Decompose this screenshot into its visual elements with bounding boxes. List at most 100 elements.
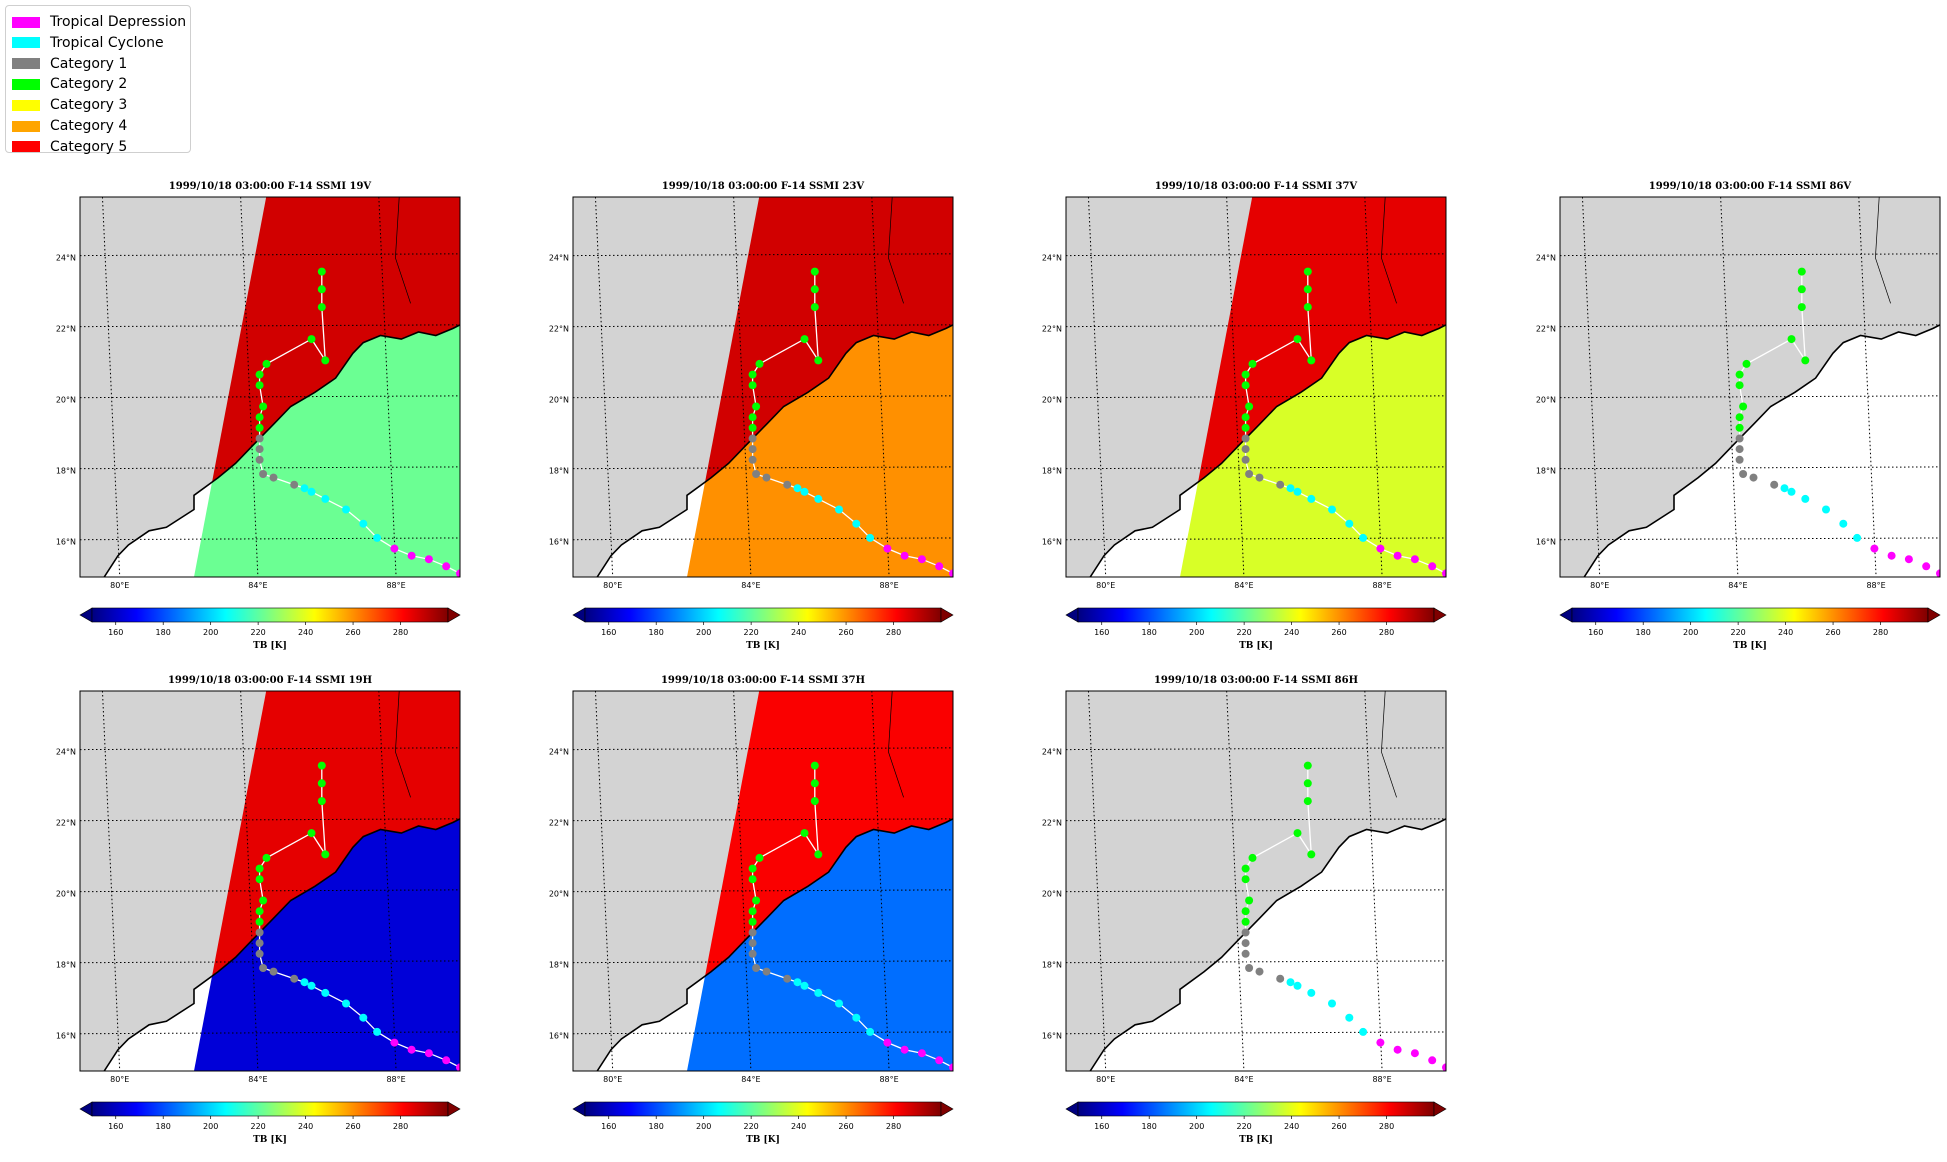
- swath: [687, 691, 953, 1071]
- colorbar-max-arrow: [940, 607, 954, 623]
- track-point: [1303, 761, 1312, 770]
- track-point: [883, 544, 892, 553]
- y-tick-label: 16°N: [549, 537, 569, 546]
- track-point: [255, 875, 264, 884]
- x-tick-label: 80°E: [603, 581, 622, 590]
- x-tick-label: 80°E: [603, 1075, 622, 1084]
- y-tick-label: 18°N: [1536, 466, 1556, 475]
- track-point: [259, 470, 268, 478]
- track-point: [259, 402, 268, 411]
- track-point: [1245, 402, 1254, 411]
- legend-item: Category 3: [12, 95, 127, 115]
- border-line: [1381, 197, 1397, 304]
- colorbar-max-arrow: [1927, 607, 1941, 623]
- meridian-line: [1581, 197, 1601, 577]
- parallel-line: [80, 818, 460, 822]
- track-point: [317, 779, 326, 788]
- swath-ocean: [194, 324, 460, 577]
- track-point: [835, 999, 843, 1008]
- colorbar-gradient: [584, 607, 942, 623]
- parallel-line: [1066, 747, 1446, 751]
- track-point: [1303, 267, 1312, 276]
- colorbar-tick-label: 260: [1331, 1122, 1346, 1131]
- parallel-line: [1066, 1031, 1446, 1035]
- track-point: [307, 981, 316, 990]
- land-mass: [1066, 691, 1446, 1071]
- y-tick-label: 24°N: [549, 747, 569, 756]
- track-point: [307, 829, 316, 838]
- track-point: [814, 356, 823, 365]
- x-tick-label: 80°E: [1590, 581, 1609, 590]
- colorbar: 160 180 200 220 240 260 280 TB [K]: [79, 1101, 461, 1145]
- parallel-line: [1066, 960, 1446, 964]
- parallel-line: [80, 324, 460, 328]
- x-tick-label: 88°E: [1372, 1075, 1391, 1084]
- track-point: [300, 978, 309, 987]
- colorbar-label: TB [K]: [746, 641, 780, 651]
- meridian-line: [101, 197, 121, 577]
- colorbar-tick-label: 180: [649, 1122, 664, 1131]
- y-tick-label: 24°N: [56, 747, 76, 756]
- track-point: [783, 974, 792, 983]
- x-tick-label: 84°E: [741, 581, 760, 590]
- colorbar-tick-label: 280: [1379, 628, 1394, 637]
- colorbar: 160 180 200 220 240 260 280 TB [K]: [572, 607, 954, 651]
- swath-land: [194, 691, 460, 1071]
- track-point: [255, 864, 264, 873]
- track-point: [1797, 267, 1806, 276]
- y-tick-label: 18°N: [549, 960, 569, 969]
- parallel-line: [573, 466, 953, 470]
- track-point: [1739, 470, 1748, 478]
- border-line: [888, 691, 904, 798]
- meridian-line: [733, 197, 752, 577]
- colorbar-max-arrow: [447, 1101, 461, 1117]
- colorbar-gradient: [1571, 607, 1929, 623]
- track-point: [1303, 285, 1312, 294]
- track-point: [1797, 285, 1806, 294]
- legend-item: Category 5: [12, 137, 127, 157]
- legend-swatch: [12, 78, 40, 90]
- track-point: [1241, 370, 1250, 379]
- track-point: [866, 1027, 875, 1036]
- x-tick-label: 80°E: [1096, 581, 1115, 590]
- colorbar: 160 180 200 220 240 260 280 TB [K]: [1065, 1101, 1447, 1145]
- track-point: [748, 381, 757, 390]
- track-point: [1780, 484, 1789, 493]
- meridian-line: [1720, 197, 1739, 577]
- y-tick-label: 22°N: [549, 324, 569, 333]
- colorbar-tick-label: 200: [696, 628, 711, 637]
- meridian-line: [871, 197, 890, 577]
- parallel-line: [1066, 818, 1446, 822]
- track-point: [342, 505, 350, 514]
- track-point: [1393, 1045, 1402, 1054]
- parallel-line: [80, 253, 460, 257]
- track-point: [800, 335, 809, 344]
- track-point: [359, 519, 368, 528]
- legend-label: Category 3: [50, 97, 128, 114]
- y-tick-label: 16°N: [56, 537, 76, 546]
- y-tick-label: 16°N: [56, 1031, 76, 1040]
- meridian-line: [594, 691, 614, 1071]
- colorbar-tick-label: 240: [298, 1122, 313, 1131]
- colorbar-gradient: [584, 1101, 942, 1117]
- track-point: [748, 434, 757, 443]
- track-point: [1307, 988, 1316, 997]
- map-panel: 1999/10/18 03:00:00 F-14 SSMI 37V 16°N 18°…: [1042, 181, 1447, 651]
- colorbar: 160 180 200 220 240 260 280 TB [K]: [1065, 607, 1447, 651]
- track-point: [935, 562, 944, 571]
- track-point: [752, 402, 761, 411]
- track-point: [1735, 445, 1744, 454]
- track-point: [752, 470, 761, 478]
- colorbar-tick-label: 240: [298, 628, 313, 637]
- track-point: [1735, 423, 1744, 432]
- colorbar-tick-label: 240: [791, 628, 806, 637]
- track-point: [255, 928, 264, 937]
- colorbar-tick-label: 180: [1142, 1122, 1157, 1131]
- meridian-line: [1364, 197, 1383, 577]
- parallel-line: [1066, 889, 1446, 893]
- colorbar-label: TB [K]: [1733, 641, 1767, 651]
- colorbar-max-arrow: [1433, 1101, 1447, 1117]
- track-point: [1822, 505, 1830, 514]
- track-point: [262, 853, 271, 862]
- track-point: [748, 455, 757, 464]
